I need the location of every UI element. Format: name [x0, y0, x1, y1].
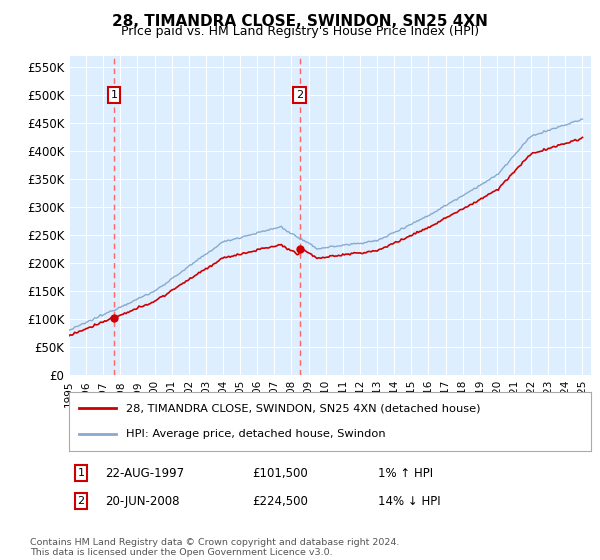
Text: HPI: Average price, detached house, Swindon: HPI: Average price, detached house, Swin… [127, 430, 386, 440]
Text: 14% ↓ HPI: 14% ↓ HPI [378, 494, 440, 508]
Text: 2: 2 [77, 496, 85, 506]
Text: Price paid vs. HM Land Registry's House Price Index (HPI): Price paid vs. HM Land Registry's House … [121, 25, 479, 38]
Text: 22-AUG-1997: 22-AUG-1997 [105, 466, 184, 480]
Text: 20-JUN-2008: 20-JUN-2008 [105, 494, 179, 508]
Text: 1: 1 [110, 90, 118, 100]
Text: £224,500: £224,500 [252, 494, 308, 508]
Text: 28, TIMANDRA CLOSE, SWINDON, SN25 4XN: 28, TIMANDRA CLOSE, SWINDON, SN25 4XN [112, 14, 488, 29]
Text: 2: 2 [296, 90, 303, 100]
Text: Contains HM Land Registry data © Crown copyright and database right 2024.
This d: Contains HM Land Registry data © Crown c… [30, 538, 400, 557]
Text: 28, TIMANDRA CLOSE, SWINDON, SN25 4XN (detached house): 28, TIMANDRA CLOSE, SWINDON, SN25 4XN (d… [127, 403, 481, 413]
Text: 1: 1 [77, 468, 85, 478]
Text: 1% ↑ HPI: 1% ↑ HPI [378, 466, 433, 480]
Text: £101,500: £101,500 [252, 466, 308, 480]
